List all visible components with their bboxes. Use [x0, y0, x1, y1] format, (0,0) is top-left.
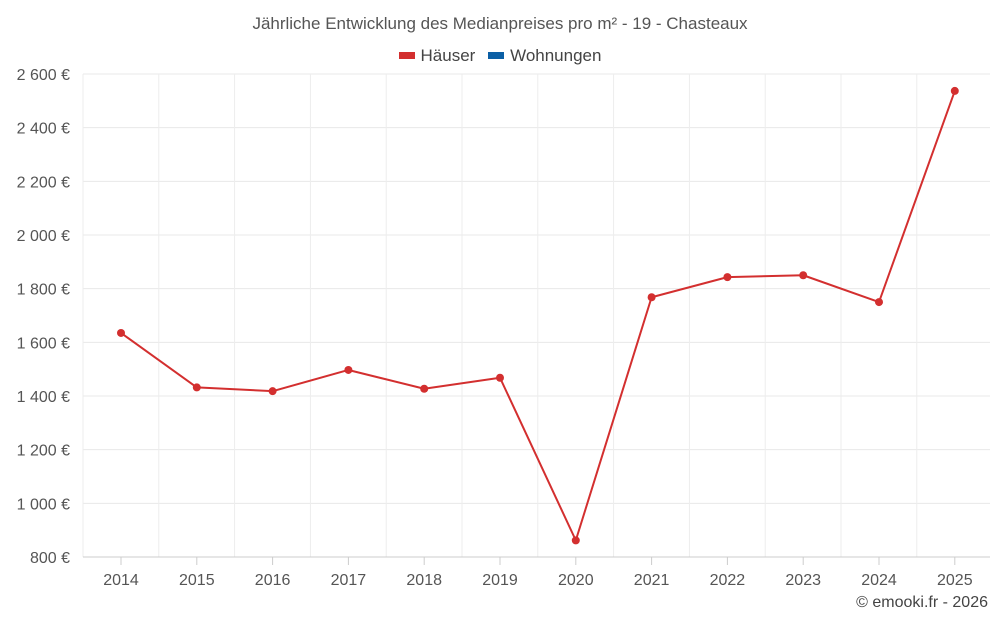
data-point: [723, 273, 732, 282]
x-tick-label: 2017: [331, 572, 367, 589]
x-tick-label: 2021: [634, 572, 670, 589]
x-tick-label: 2025: [937, 572, 973, 589]
legend-label-wohnungen: Wohnungen: [510, 45, 602, 65]
x-tick-label: 2022: [710, 572, 746, 589]
data-point: [950, 86, 959, 95]
legend-label-haeuser: Häuser: [420, 45, 476, 65]
data-point: [647, 293, 656, 302]
x-tick-label: 2019: [482, 572, 518, 589]
axes: 800 € 1 000 € 1 200 € 1 400 € 1 600 € 1 800 €…: [17, 67, 990, 589]
y-tick-label: 1 000 €: [17, 496, 70, 513]
legend: Häuser Wohnungen: [0, 44, 1000, 66]
data-point: [571, 536, 580, 545]
chart-title: Jährliche Entwicklung des Medianpreises …: [252, 14, 748, 33]
legend-swatch-wohnungen: [488, 52, 505, 59]
data-point: [344, 365, 353, 374]
footer-credit: © emooki.fr - 2026: [856, 594, 988, 611]
y-tick-label: 2 600 €: [17, 67, 70, 84]
y-tick-label: 2 000 €: [17, 228, 70, 245]
x-tick-label: 2014: [103, 572, 139, 589]
data-point: [496, 373, 504, 382]
data-point: [799, 271, 808, 280]
data-point: [117, 328, 125, 337]
data-point: [192, 383, 201, 392]
data-point: [420, 384, 429, 393]
series-line-häuser: [120, 90, 956, 542]
x-tick-label: 2023: [785, 572, 821, 589]
x-tick-label: 2020: [558, 572, 594, 589]
y-tick-label: 800 €: [30, 550, 70, 567]
x-tick-label: 2015: [179, 572, 215, 589]
grid: [82, 73, 990, 557]
x-tick-label: 2016: [255, 572, 291, 589]
series-layer: [117, 86, 959, 545]
y-tick-label: 1 600 €: [17, 335, 70, 352]
y-tick-label: 2 200 €: [17, 174, 70, 191]
y-tick-label: 1 800 €: [17, 282, 70, 299]
data-point: [268, 387, 277, 396]
x-tick-label: 2018: [406, 572, 442, 589]
legend-swatch-haeuser: [398, 52, 415, 59]
data-point: [875, 298, 883, 307]
legend-item-haeuser[interactable]: Häuser: [398, 45, 476, 66]
y-tick-label: 1 400 €: [17, 389, 70, 406]
y-tick-label: 2 400 €: [17, 121, 70, 138]
legend-item-wohnungen[interactable]: Wohnungen: [488, 46, 601, 66]
y-tick-label: 1 200 €: [17, 443, 70, 460]
x-tick-label: 2024: [861, 572, 897, 589]
